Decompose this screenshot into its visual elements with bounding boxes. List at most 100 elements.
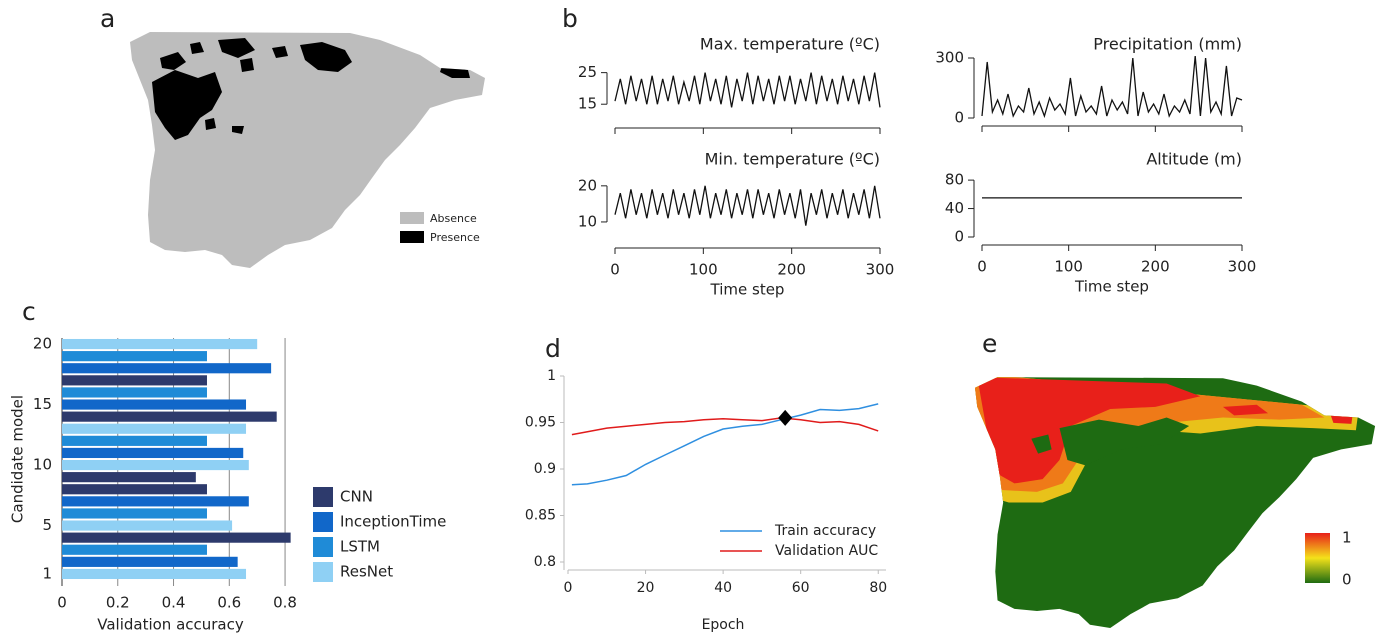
y-tick-label: 1: [547, 368, 556, 384]
data-line: [571, 403, 879, 486]
legend-label: Absence: [430, 212, 477, 225]
panel-label: e: [982, 329, 997, 358]
chart-title: Altitude (m): [1146, 150, 1242, 169]
x-tick-label: 0: [564, 580, 573, 596]
data-line: [981, 55, 1243, 119]
y-tick-label: 20: [33, 335, 52, 353]
y-tick-label: 25: [578, 63, 597, 81]
bar: [62, 568, 247, 580]
bar: [62, 544, 207, 555]
legend-swatch: [313, 512, 333, 532]
y-tick-label: 40: [945, 199, 964, 217]
panel-label: c: [22, 297, 36, 326]
legend-label: ResNet: [340, 563, 393, 581]
y-tick-label: 80: [945, 171, 964, 189]
suitability-map: [974, 377, 1376, 628]
colorbar: [1305, 533, 1330, 583]
x-tick-label: 80: [869, 580, 887, 596]
y-tick-label: 0: [954, 109, 964, 127]
x-tick-label: 0.2: [106, 594, 130, 612]
bar: [62, 472, 196, 483]
legend-label: CNN: [340, 488, 373, 506]
presence-map: [130, 32, 485, 268]
x-tick-label: 200: [1141, 258, 1170, 276]
bar: [62, 532, 291, 543]
data-line: [614, 72, 881, 108]
x-tick-label: 0: [610, 261, 620, 279]
y-tick-label: 0: [954, 228, 964, 246]
x-axis-label: Epoch: [702, 617, 745, 633]
colorbar-label: 0: [1342, 571, 1352, 589]
bar: [62, 351, 207, 362]
x-tick-label: 40: [714, 580, 732, 596]
best-epoch-marker: [778, 409, 793, 426]
y-tick-label: 10: [33, 456, 52, 474]
panel-label: b: [562, 4, 578, 33]
y-tick-label: 15: [578, 95, 597, 113]
x-tick-label: 20: [637, 580, 655, 596]
legend-swatch: [313, 537, 333, 557]
bar: [62, 411, 277, 422]
y-tick-label: 15: [33, 395, 52, 413]
panel-label: a: [100, 4, 115, 33]
bar: [62, 387, 207, 398]
bar: [62, 496, 249, 507]
x-tick-label: 0: [57, 594, 67, 612]
bar: [62, 459, 249, 471]
legend-label: Train accuracy: [774, 523, 876, 539]
legend-swatch: [400, 212, 424, 224]
x-tick-label: 100: [1054, 258, 1083, 276]
x-axis-label: Time step: [710, 281, 785, 299]
bar: [62, 338, 258, 350]
bar: [62, 484, 207, 495]
x-tick-label: 300: [866, 261, 895, 279]
legend-label: Presence: [430, 231, 480, 244]
x-tick-label: 300: [1228, 258, 1257, 276]
bar: [62, 447, 244, 459]
y-tick-label: 0.85: [525, 508, 556, 524]
bar: [62, 508, 207, 519]
y-tick-label: 5: [42, 516, 52, 534]
x-axis-label: Validation accuracy: [97, 616, 244, 634]
bar: [62, 363, 272, 374]
bar: [62, 375, 207, 386]
x-tick-label: 60: [792, 580, 810, 596]
x-axis-label: Time step: [1074, 278, 1149, 296]
x-tick-label: 100: [689, 261, 718, 279]
legend-label: InceptionTime: [340, 513, 446, 531]
legend-label: Validation AUC: [775, 543, 878, 559]
chart-title: Max. temperature (ºC): [700, 35, 880, 54]
y-tick-label: 300: [935, 49, 964, 67]
data-line: [571, 417, 879, 436]
x-tick-label: 0: [977, 258, 987, 276]
y-tick-label: 0.9: [534, 461, 556, 477]
bar: [62, 399, 247, 410]
y-tick-label: 1: [42, 564, 52, 582]
bar: [62, 556, 238, 567]
y-tick-label: 20: [578, 176, 597, 194]
y-axis-label: Candidate model: [9, 395, 27, 523]
chart-title: Precipitation (mm): [1093, 35, 1242, 54]
bar: [62, 520, 233, 531]
x-tick-label: 0.6: [217, 594, 241, 612]
x-tick-label: 0.4: [162, 594, 186, 612]
x-tick-label: 200: [777, 261, 806, 279]
bar: [62, 423, 247, 434]
y-tick-label: 10: [578, 212, 597, 230]
legend-swatch: [313, 562, 333, 582]
legend-swatch: [313, 487, 333, 507]
x-tick-label: 0.8: [273, 594, 297, 612]
y-tick-label: 0.95: [525, 415, 556, 431]
colorbar-label: 1: [1342, 529, 1352, 547]
bar: [62, 435, 207, 446]
presence-area: [152, 38, 470, 140]
legend-label: LSTM: [340, 538, 380, 556]
y-tick-label: 0.8: [534, 554, 556, 570]
panel-label: d: [545, 334, 561, 363]
legend-swatch: [400, 231, 424, 243]
data-line: [614, 185, 881, 226]
chart-title: Min. temperature (ºC): [705, 150, 880, 169]
